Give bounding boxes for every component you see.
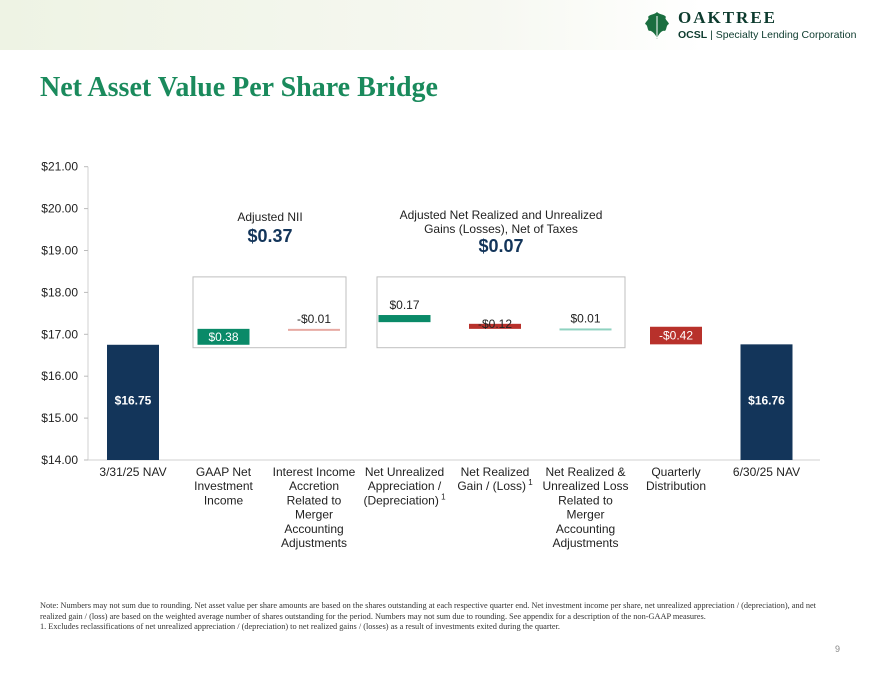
annotation-title: Adjusted Net Realized and Unrealized: [400, 208, 603, 222]
category-label: Appreciation /: [368, 479, 442, 493]
annotations: Adjusted NII $0.37 Adjusted Net Realized a…: [237, 208, 602, 256]
footnotes: Note: Numbers may not sum due to roundin…: [40, 601, 830, 633]
y-tick-label: $18.00: [41, 285, 78, 299]
bar: [197, 328, 250, 345]
category-label: GAAP Net: [196, 465, 252, 479]
category-label: Related to: [558, 493, 613, 507]
category-label: Accounting: [556, 522, 615, 536]
category-label: Accretion: [289, 479, 339, 493]
category-label: Gain / (Loss) 1: [457, 478, 533, 493]
category-label: Income: [204, 493, 244, 507]
category-label: Interest Income: [273, 465, 356, 479]
page-number: 9: [834, 644, 840, 654]
y-tick-label: $14.00: [41, 453, 78, 467]
y-tick-label: $21.00: [41, 160, 78, 174]
category-label: Net Realized: [461, 465, 530, 479]
category-label: Related to: [287, 493, 342, 507]
footnote-note: Note: Numbers may not sum due to roundin…: [40, 601, 816, 621]
y-tick-label: $16.00: [41, 369, 78, 383]
annotation-title: Gains (Losses), Net of Taxes: [424, 222, 578, 236]
category-label: Distribution: [646, 479, 706, 493]
category-label: 3/31/25 NAV: [99, 465, 166, 479]
oak-leaf-icon: [645, 12, 669, 39]
nav-bridge-chart: $14.00 $15.00 $16.00 $17.00 $18.00 $19.00 $20.…: [41, 160, 820, 550]
adjusted-nii-box: [192, 276, 347, 349]
y-tick-label: $17.00: [41, 327, 78, 341]
category-label: Net Unrealized: [365, 465, 444, 479]
bar: [740, 344, 793, 460]
category-label: Investment: [194, 479, 253, 493]
footnote-marker: 1: [439, 492, 446, 501]
bar-value-label: $0.01: [570, 311, 600, 325]
y-axis: $14.00 $15.00 $16.00 $17.00 $18.00 $19.00 $20.…: [41, 160, 820, 467]
bar-value-label: $0.38: [208, 330, 238, 344]
brand-sub-rest: | Specialty Lending Corporation: [710, 29, 857, 41]
brand-subtitle: OCSL | Specialty Lending Corporation: [678, 29, 856, 41]
bar-value-label: -$0.01: [297, 312, 331, 326]
header-banner: [0, 0, 880, 50]
bars: [107, 315, 793, 460]
brand-name: OAKTREE: [678, 8, 778, 27]
annotation-boxes: [192, 276, 626, 349]
annotation-title: Adjusted NII: [237, 210, 302, 224]
category-label: Unrealized Loss: [542, 479, 628, 493]
category-label: Merger: [566, 508, 604, 522]
bar: [559, 328, 612, 331]
annotation-value: $0.37: [247, 226, 292, 246]
value-labels: $16.75 $0.38 -$0.01 $0.17 -$0.12 $0.01 -$0.42 $…: [115, 298, 786, 408]
category-label: 6/30/25 NAV: [733, 465, 800, 479]
bar: [650, 326, 702, 345]
category-label: Merger: [295, 508, 333, 522]
bar-value-label: $0.17: [389, 298, 419, 312]
footnote-item-1: 1. Excludes reclassifications of net unr…: [40, 622, 560, 632]
y-tick-label: $15.00: [41, 411, 78, 425]
bar: [378, 315, 431, 323]
page-title: Net Asset Value Per Share Bridge: [40, 72, 438, 103]
bar-value-label: -$0.12: [478, 317, 512, 331]
bar-value-label: -$0.42: [659, 329, 693, 343]
category-label: Adjustments: [552, 536, 618, 550]
annotation-value: $0.07: [478, 236, 523, 256]
bar: [107, 344, 159, 460]
adjusted-gains-box: [376, 276, 626, 349]
category-label: Net Realized &: [545, 465, 625, 479]
brand-sub-bold: OCSL: [678, 29, 708, 41]
y-tick-label: $19.00: [41, 244, 78, 258]
bar-value-label: $16.76: [748, 394, 785, 408]
company-logo: OAKTREE OCSL | Specialty Lending Corpora…: [642, 8, 856, 44]
category-label: Adjustments: [281, 536, 347, 550]
category-label: Accounting: [284, 522, 343, 536]
category-label: Quarterly: [651, 465, 700, 479]
bar: [469, 323, 521, 329]
y-tick-label: $20.00: [41, 202, 78, 216]
bar-value-label: $16.75: [115, 394, 152, 408]
footnote-marker: 1: [526, 478, 533, 487]
bar: [288, 328, 340, 331]
category-label: (Depreciation) 1: [363, 492, 446, 507]
